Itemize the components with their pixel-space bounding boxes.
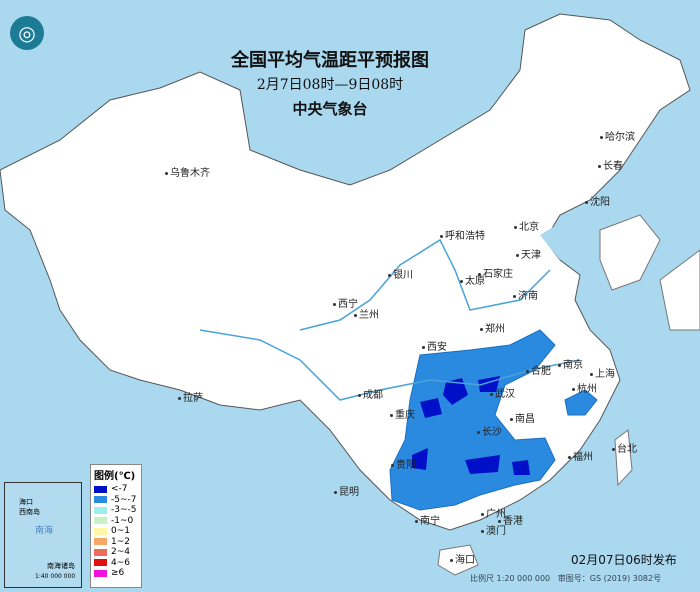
legend-label: -5~-7	[111, 494, 137, 505]
city-label: 呼和浩特	[440, 227, 485, 242]
city-label: 杭州	[572, 380, 597, 395]
legend-swatch	[94, 548, 107, 556]
city-label: 贵阳	[391, 456, 416, 471]
city-label: 石家庄	[478, 265, 513, 280]
city-label: 兰州	[354, 306, 379, 321]
map-title: 全国平均气温距平预报图	[231, 50, 429, 71]
map-scale-and-approval: 比例尺 1:20 000 000 审图号：GS (2019) 3082号	[470, 573, 661, 584]
legend-swatch	[94, 517, 107, 525]
legend-swatch	[94, 496, 107, 504]
city-label: 西安	[422, 338, 447, 353]
legend-swatch	[94, 485, 107, 493]
land	[0, 13, 691, 531]
city-label: 南京	[558, 356, 583, 371]
city-label: 哈尔滨	[600, 128, 635, 143]
legend-label: 1~2	[111, 536, 130, 547]
city-label: 银川	[388, 266, 413, 281]
city-label: 长春	[598, 157, 623, 172]
city-label: 郑州	[480, 320, 505, 335]
inset-scale: 1:40 000 000	[35, 573, 76, 580]
issue-time: 02月07日06时发布	[571, 553, 677, 567]
legend-label: 0~1	[111, 526, 130, 537]
city-label: 沈阳	[585, 193, 610, 208]
legend-item: 4~6	[94, 558, 138, 569]
legend-label: ≥6	[111, 568, 125, 579]
anomaly-below-7	[412, 376, 530, 475]
inset-label: 海口	[19, 498, 33, 506]
legend-swatch	[94, 559, 107, 567]
city-label: 天津	[516, 246, 541, 261]
legend-item: <-7	[94, 484, 138, 495]
legend-label: <-7	[111, 484, 128, 495]
scale-text: 比例尺 1:20 000 000	[470, 574, 551, 583]
agency: 中央气象台	[292, 100, 368, 118]
city-label: 乌鲁木齐	[165, 164, 210, 179]
approval-text: 审图号：GS (2019) 3082号	[557, 574, 662, 583]
inset-label: 西南岛	[19, 508, 40, 516]
taiwan-island	[614, 429, 633, 487]
legend-label: 4~6	[111, 557, 130, 568]
city-label: 台北	[612, 440, 637, 455]
legend-item: 1~2	[94, 537, 138, 548]
legend-swatch	[94, 569, 107, 577]
legend-label: -3~-5	[111, 505, 137, 516]
city-label: 太原	[460, 272, 485, 287]
forecast-period: 2月7日08时—9日08时	[256, 77, 404, 93]
city-label: 广州	[481, 505, 506, 520]
city-label: 北京	[514, 218, 539, 233]
legend-swatch	[94, 527, 107, 535]
city-label: 福州	[568, 448, 593, 463]
legend-label: -1~0	[111, 515, 134, 526]
city-label: 海口	[450, 551, 475, 566]
legend-swatch	[94, 538, 107, 546]
city-label: 成都	[358, 386, 383, 401]
legend: 图例(℃) <-7 -5~-7 -3~-5 -1~0 0~1 1~2 2~4 4~6 ≥6	[90, 464, 142, 588]
city-label: 武汉	[490, 385, 515, 400]
city-label: 重庆	[390, 406, 415, 421]
legend-label: 2~4	[111, 547, 130, 558]
legend-item: -1~0	[94, 516, 138, 527]
city-label: 上海	[590, 365, 615, 380]
south-china-sea-inset: 海口 西南岛 南海 南海诸岛 1:40 000 000	[4, 482, 82, 588]
city-label: 长沙	[477, 423, 502, 438]
city-label: 西宁	[333, 295, 358, 310]
city-label: 香港	[498, 512, 523, 527]
city-label: 昆明	[334, 483, 359, 498]
legend-item: -5~-7	[94, 495, 138, 506]
city-label: 南宁	[415, 512, 440, 527]
bohai-sea	[540, 220, 580, 260]
legend-item: ≥6	[94, 568, 138, 579]
inset-label: 南海诸岛	[47, 562, 75, 570]
korea-japan	[599, 214, 700, 331]
inset-label: 南海	[35, 526, 54, 536]
legend-item: 0~1	[94, 526, 138, 537]
legend-title: 图例(℃)	[94, 471, 136, 482]
legend-item: -3~-5	[94, 505, 138, 516]
city-label: 济南	[513, 287, 538, 302]
cma-logo-icon: ◎	[10, 16, 44, 50]
city-label: 南昌	[510, 410, 535, 425]
legend-swatch	[94, 506, 107, 514]
city-label: 拉萨	[178, 389, 203, 404]
city-label: 合肥	[526, 362, 551, 377]
city-label: 澳门	[481, 522, 506, 537]
legend-item: 2~4	[94, 547, 138, 558]
